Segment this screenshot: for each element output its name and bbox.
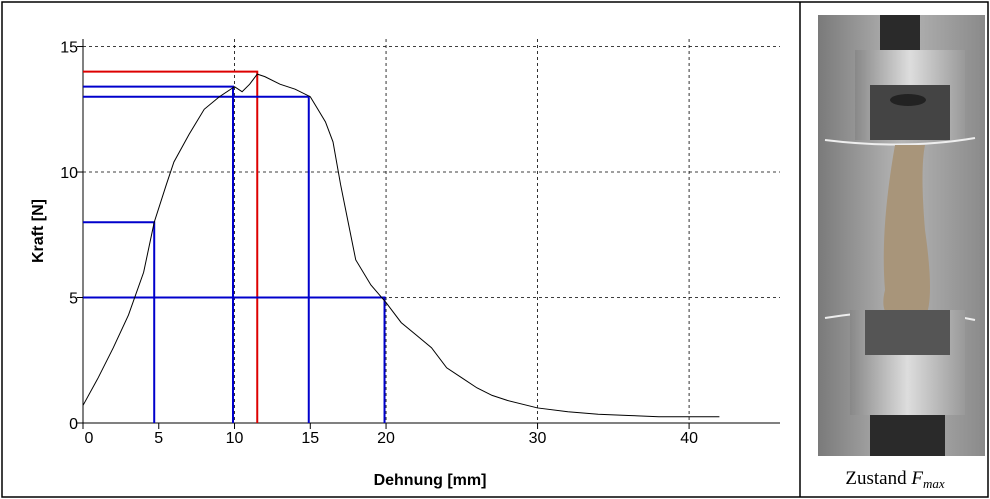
caption-subscript: max — [923, 476, 945, 491]
plot: 0 5 10 15 20 30 40 0 5 10 15 Dehnung [mm] Kraft [N] — [30, 39, 780, 489]
y-tick-label: 15 — [60, 40, 78, 57]
fiber-sample — [883, 145, 930, 318]
lower-rod — [870, 415, 945, 456]
marker-line — [83, 70, 259, 423]
x-tick-label: 0 — [85, 430, 94, 447]
x-tick-label: 10 — [226, 430, 244, 447]
marker-line — [83, 296, 386, 423]
photo-caption: Zustand Fmax — [845, 468, 944, 491]
curve — [82, 73, 720, 418]
upper-grip-slot — [870, 85, 950, 140]
wire — [824, 137, 976, 146]
y-tick-label: 0 — [69, 416, 78, 433]
upper-rod — [880, 15, 920, 55]
marker-line — [83, 221, 156, 423]
caption-symbol: F — [910, 468, 923, 489]
lower-grip-slot — [865, 310, 950, 355]
x-tick-label: 15 — [301, 430, 319, 447]
y-tick-label: 10 — [60, 165, 78, 182]
photo: Zustand Fmax — [818, 15, 985, 491]
y-axis-title: Kraft [N] — [30, 199, 47, 263]
marker-line — [83, 95, 310, 423]
caption-text: Zustand — [845, 468, 907, 489]
x-tick-label: 20 — [377, 430, 395, 447]
x-tick-label: 30 — [529, 430, 547, 447]
y-tick-label: 5 — [69, 291, 78, 308]
x-axis-title: Dehnung [mm] — [374, 472, 487, 489]
x-tick-label: 40 — [680, 430, 698, 447]
marker-line — [83, 85, 235, 423]
x-tick-label: 5 — [154, 430, 163, 447]
screw — [890, 94, 926, 106]
